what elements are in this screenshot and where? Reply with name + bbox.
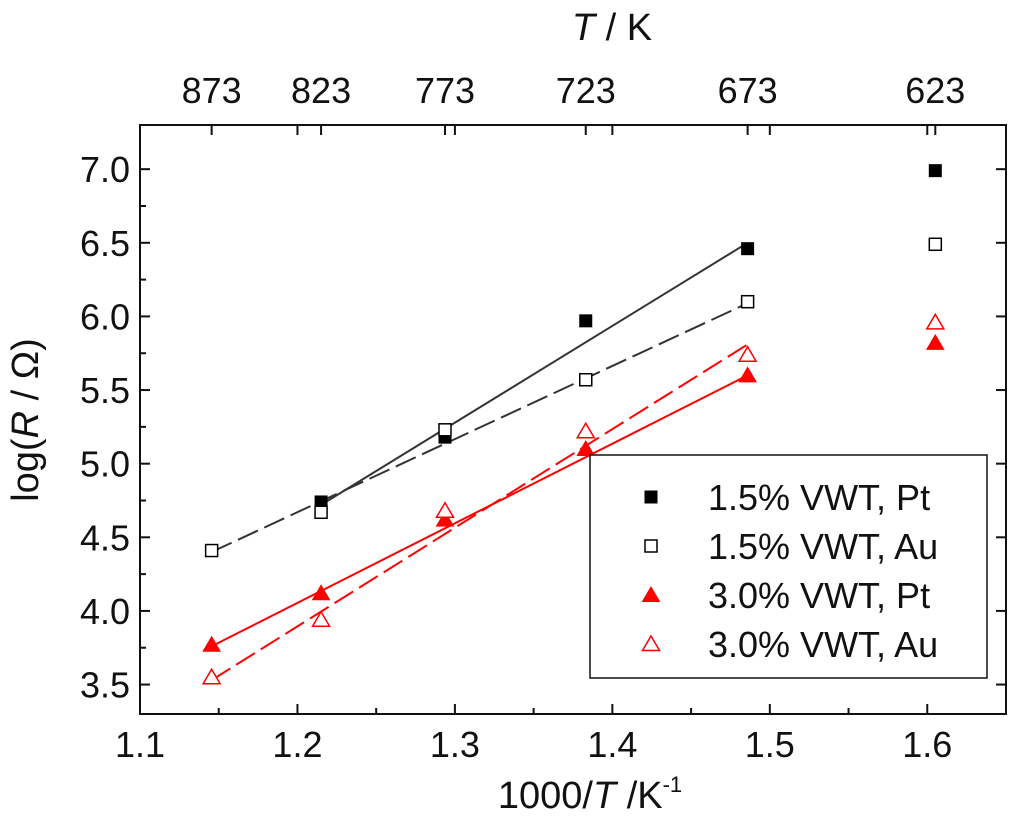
fit-line-2 bbox=[211, 374, 749, 648]
top-tick-label: 823 bbox=[291, 70, 351, 111]
data-point-series-3 bbox=[575, 421, 596, 439]
data-point-series-2 bbox=[435, 510, 455, 527]
data-point-series-1 bbox=[740, 294, 755, 309]
y-axis-title-unit: / Ω) bbox=[5, 338, 47, 411]
data-point-series-1 bbox=[438, 423, 452, 437]
data-point-series-2 bbox=[311, 584, 331, 601]
legend-entry-label: 1.5% VWT, Pt bbox=[708, 477, 930, 518]
y-tick-label: 3.5 bbox=[80, 665, 130, 706]
plot-frame bbox=[139, 124, 1007, 715]
y-axis-title: log(R / Ω) bbox=[5, 338, 47, 502]
x-tick-label: 1.3 bbox=[430, 724, 480, 765]
data-points-layer bbox=[201, 164, 946, 685]
ticks-layer: 1.1 1.2 1.3 1.4 1.5 1.6 3.5 4.0 4.5 5.0 5.5 6.0 6.5 7… bbox=[80, 70, 1006, 765]
data-point-series-1 bbox=[314, 505, 328, 520]
data-point-series-2 bbox=[576, 439, 596, 456]
data-point-series-3 bbox=[201, 667, 222, 685]
fit-lines-layer bbox=[211, 241, 749, 681]
data-point-series-1 bbox=[928, 237, 943, 252]
legend: 1.5% VWT, Pt 1.5% VWT, Au 3.0% VWT, Pt 3.0%… bbox=[589, 454, 988, 679]
top-axis-title-unit: / K bbox=[595, 7, 652, 49]
top-tick-label: 673 bbox=[718, 70, 778, 111]
y-tick-label: 6.5 bbox=[80, 223, 130, 264]
top-axis-title-symbol: T bbox=[572, 7, 598, 49]
y-tick-label: 6.0 bbox=[80, 296, 130, 337]
x-tick-label: 1.4 bbox=[587, 724, 637, 765]
data-point-series-0 bbox=[741, 242, 755, 256]
fit-line-0 bbox=[320, 241, 749, 506]
y-tick-label: 5.0 bbox=[80, 444, 130, 485]
data-point-series-0 bbox=[928, 164, 942, 178]
legend-entry-label: 3.0% VWT, Pt bbox=[708, 575, 930, 616]
legend-entry-label: 1.5% VWT, Au bbox=[708, 526, 938, 567]
y-tick-label: 4.0 bbox=[80, 591, 130, 632]
top-axis-title: T / K bbox=[572, 7, 652, 49]
data-point-series-3 bbox=[311, 610, 331, 628]
legend-marker bbox=[641, 634, 661, 652]
fit-line-3 bbox=[211, 343, 749, 681]
data-point-series-2 bbox=[738, 366, 757, 383]
y-tick-label: 4.5 bbox=[80, 517, 130, 558]
top-tick-label: 723 bbox=[556, 70, 616, 111]
top-tick-label: 873 bbox=[182, 70, 242, 111]
data-point-series-1 bbox=[579, 372, 593, 387]
y-axis-title-symbol: R bbox=[5, 411, 47, 438]
top-tick-label: 623 bbox=[905, 70, 965, 111]
legend-marker bbox=[644, 490, 658, 504]
top-tick-label: 773 bbox=[415, 70, 475, 111]
x-tick-label: 1.2 bbox=[272, 724, 322, 765]
data-point-series-0 bbox=[579, 314, 593, 328]
x-axis-title-unit: /K bbox=[616, 775, 662, 817]
y-axis-title-prefix: log( bbox=[5, 438, 47, 502]
x-tick-label: 1.1 bbox=[115, 724, 165, 765]
y-tick-label: 5.5 bbox=[80, 370, 130, 411]
x-axis-title-symbol: T bbox=[593, 775, 619, 817]
legend-marker bbox=[644, 539, 658, 553]
x-axis-title-prefix: 1000/ bbox=[498, 775, 594, 817]
data-point-series-2 bbox=[202, 635, 222, 652]
data-point-series-3 bbox=[737, 345, 758, 362]
x-tick-label: 1.5 bbox=[745, 724, 795, 765]
data-point-series-2 bbox=[925, 333, 945, 350]
x-axis-title-exponent: -1 bbox=[663, 772, 683, 797]
legend-marker bbox=[641, 586, 661, 602]
y-tick-label: 7.0 bbox=[80, 149, 130, 190]
data-point-series-3 bbox=[925, 312, 946, 330]
x-tick-label: 1.6 bbox=[902, 724, 952, 765]
x-axis-title: 1000/T /K-1 bbox=[498, 772, 682, 817]
legend-entry-label: 3.0% VWT, Au bbox=[708, 624, 938, 665]
data-point-series-3 bbox=[435, 501, 455, 519]
data-point-series-1 bbox=[204, 543, 219, 558]
fit-line-1 bbox=[211, 302, 749, 553]
